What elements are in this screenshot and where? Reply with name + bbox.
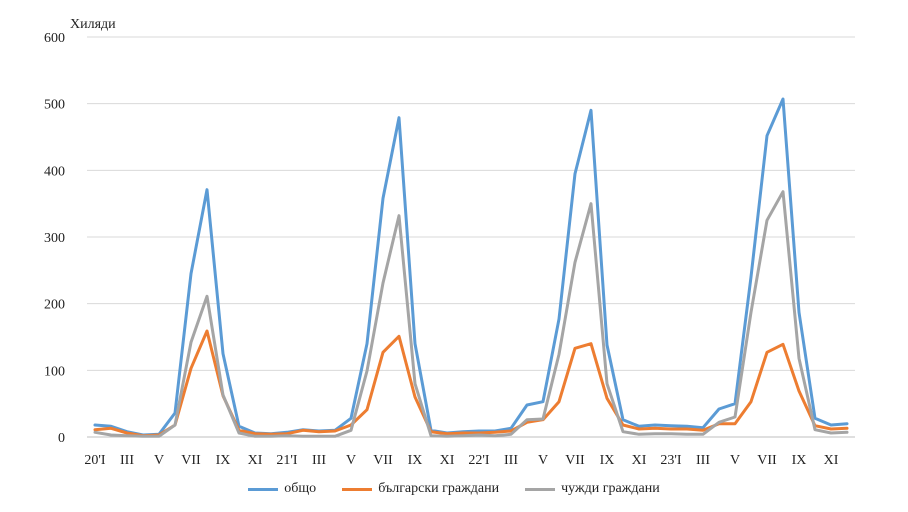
- x-tick-label: V: [538, 453, 548, 468]
- series-lines: [93, 97, 849, 438]
- series-line-1: [93, 329, 849, 438]
- x-tick-label: V: [154, 453, 164, 468]
- x-tick-label: 23'I: [660, 453, 682, 468]
- x-tick-label: VII: [373, 453, 393, 468]
- legend-item: чужди граждани: [525, 481, 660, 497]
- x-tick-label: XI: [248, 453, 263, 468]
- x-tick-label: 21'I: [276, 453, 298, 468]
- x-tick-label: VII: [757, 453, 777, 468]
- y-tick-label: 500: [44, 98, 65, 113]
- y-unit-label: Хиляди: [70, 17, 116, 32]
- legend-swatch: [342, 487, 373, 491]
- x-tick-label: III: [696, 453, 710, 468]
- legend-item: български граждани: [342, 481, 499, 497]
- legend-item: общо: [248, 481, 316, 497]
- x-tick-label: VII: [565, 453, 585, 468]
- x-tick-label: IX: [216, 453, 231, 468]
- y-tick-label: 100: [44, 364, 65, 379]
- series-line-0: [93, 97, 849, 437]
- legend-swatch: [525, 487, 556, 491]
- x-tick-label: V: [346, 453, 356, 468]
- gridlines: [87, 36, 855, 438]
- x-tick-label: 22'I: [468, 453, 490, 468]
- x-tick-label: XI: [632, 453, 647, 468]
- y-tick-label: 600: [44, 31, 65, 46]
- x-tick-label: IX: [408, 453, 423, 468]
- x-tick-label: 20'I: [84, 453, 106, 468]
- x-tick-label: IX: [600, 453, 615, 468]
- legend-label: чужди граждани: [561, 481, 660, 496]
- x-tick-label: III: [504, 453, 518, 468]
- legend-swatch: [248, 487, 279, 491]
- x-tick-label: IX: [792, 453, 807, 468]
- legend-label: общо: [284, 481, 317, 496]
- y-tick-label: 400: [44, 164, 65, 179]
- x-tick-label: III: [312, 453, 326, 468]
- x-axis-ticks: 20'I III V VII IX XI 21'I III V VII IX XI 22'I III V VI…: [84, 453, 838, 468]
- series-line-2: [93, 190, 849, 438]
- y-tick-label: 200: [44, 298, 65, 313]
- y-axis-ticks: 0 100 200 300 400 500 600: [44, 31, 65, 446]
- y-tick-label: 0: [58, 431, 65, 446]
- legend-label: български граждани: [378, 481, 500, 496]
- x-tick-label: XI: [440, 453, 455, 468]
- y-tick-label: 300: [44, 231, 65, 246]
- x-tick-label: VII: [181, 453, 201, 468]
- x-tick-label: V: [730, 453, 740, 468]
- x-tick-label: III: [120, 453, 134, 468]
- legend: общо български граждани чужди граждани: [0, 478, 908, 500]
- x-tick-label: XI: [824, 453, 839, 468]
